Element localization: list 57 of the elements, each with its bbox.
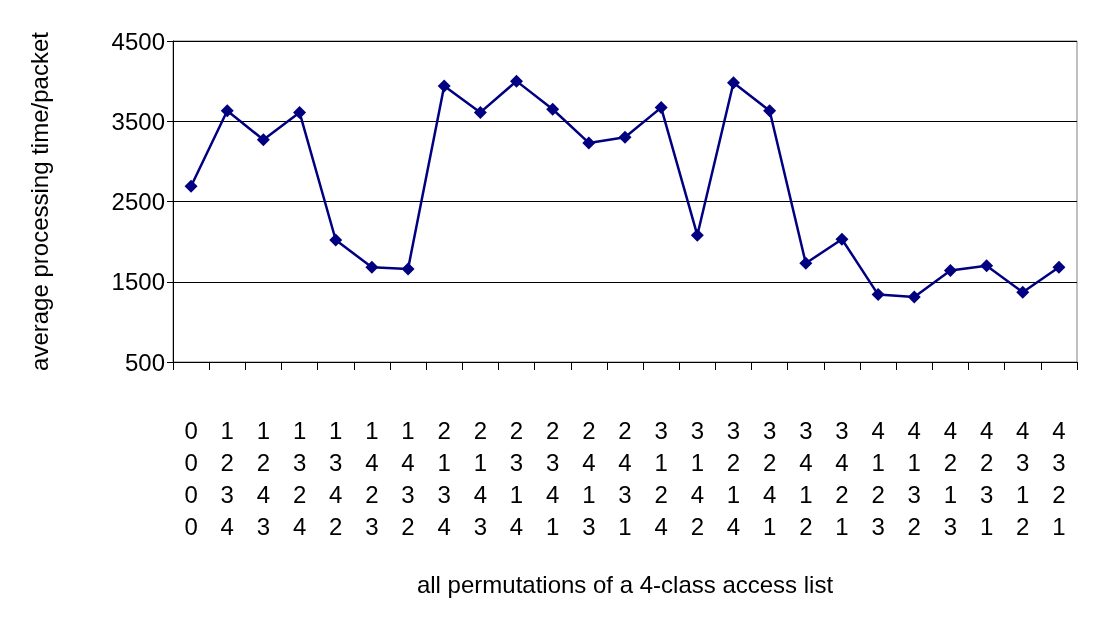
- point: [437, 79, 451, 93]
- x-tick-label: 2 4 3 1: [618, 416, 632, 540]
- x-tick-label: 2 4 1 3: [582, 416, 596, 540]
- point: [473, 105, 487, 119]
- point: [618, 130, 632, 144]
- point: [293, 105, 307, 119]
- x-tick-label: 1 2 4 3: [256, 416, 271, 540]
- x-tick-label: 4 1 2 3: [871, 416, 885, 540]
- x-tick-label: 4 1 3 2: [907, 416, 921, 540]
- x-tick-label: 3 4 2 1: [835, 416, 849, 540]
- x-tick-label: 3 1 2 4: [654, 416, 668, 540]
- x-tick-label: 2 1 3 4: [437, 416, 451, 540]
- y-tick-label: 500: [124, 348, 165, 376]
- x-tick-label: 1 3 4 2: [329, 416, 343, 540]
- point: [401, 262, 415, 276]
- x-tick-label: 0 0 0 0: [184, 416, 198, 540]
- point: [184, 179, 198, 193]
- point: [835, 232, 849, 246]
- x-axis-title: all permutations of a 4-class access list: [416, 570, 834, 598]
- point: [329, 233, 343, 247]
- x-tick-label: 4 3 2 1: [1052, 416, 1066, 540]
- x-tick-label: 3 2 4 1: [762, 416, 777, 540]
- point: [654, 101, 668, 115]
- y-tick-label: 1500: [111, 268, 165, 296]
- x-tick-label: 3 1 4 2: [690, 416, 704, 540]
- point: [907, 290, 921, 304]
- y-tick-label: 4500: [111, 27, 165, 55]
- point: [799, 256, 813, 270]
- point: [220, 104, 234, 118]
- x-tick-label: 1 3 2 4: [292, 416, 307, 540]
- y-axis-title: average processing time/packet: [25, 31, 53, 371]
- y-tick-label: 2500: [111, 188, 165, 215]
- x-tick-label: 1 4 3 2: [401, 416, 415, 540]
- x-tick-label: 1 4 2 3: [365, 416, 379, 540]
- point: [546, 102, 560, 116]
- x-tick-label: 3 2 1 4: [726, 416, 741, 540]
- x-tick-label: 1 2 3 4: [220, 416, 234, 540]
- point: [726, 76, 740, 90]
- point: [365, 260, 379, 274]
- point: [690, 228, 704, 242]
- x-tick-label: 4 3 1 2: [1016, 416, 1030, 540]
- point: [763, 104, 777, 118]
- point: [980, 259, 994, 273]
- x-tick-label: 2 1 4 3: [473, 416, 488, 540]
- x-tick-label: 4 2 1 3: [943, 416, 958, 540]
- point: [1016, 285, 1030, 299]
- x-tick-label: 4 2 3 1: [979, 416, 994, 540]
- point: [1052, 260, 1066, 274]
- x-tick-label: 2 3 4 1: [546, 416, 560, 540]
- x-tick-label: 3 4 1 2: [799, 416, 813, 540]
- y-tick-label: 3500: [111, 107, 165, 135]
- point: [871, 288, 885, 302]
- point: [582, 136, 596, 150]
- point: [256, 133, 270, 147]
- point: [943, 264, 957, 278]
- x-tick-label: 2 3 1 4: [509, 416, 524, 540]
- point: [510, 74, 524, 88]
